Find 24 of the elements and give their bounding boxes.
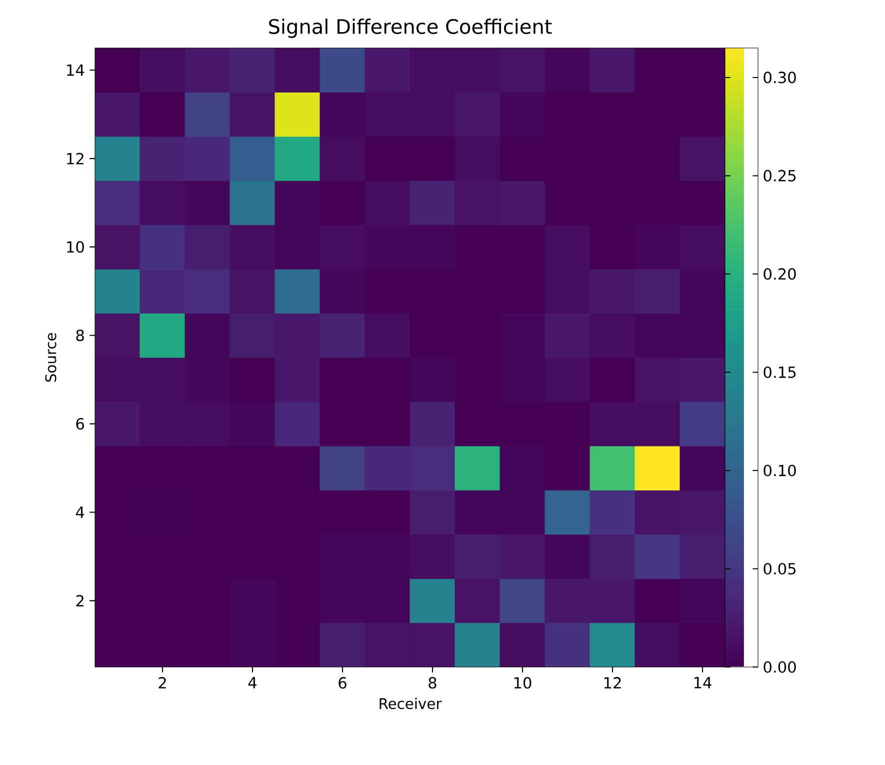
color-bar-label: 0.05 [764, 562, 796, 575]
color-bar-label: 0.25 [764, 170, 796, 182]
x-tick-label: 2 [158, 677, 166, 688]
x-tick-label: 10 [514, 677, 532, 689]
y-tick-label: 4 [76, 506, 84, 518]
y-tick-label: 2 [76, 594, 84, 606]
color-bar-label: 0.10 [764, 464, 796, 476]
color-bar-label: 0.30 [764, 72, 796, 84]
x-tick-label: 6 [338, 677, 346, 689]
y-tick-label: 8 [76, 330, 84, 342]
x-tick-label: 8 [428, 677, 436, 689]
chart-title: Signal Difference Coefficient [269, 18, 552, 38]
y-axis-title: Source [45, 333, 56, 382]
x-tick-label: 14 [694, 677, 712, 688]
x-tick-label: 12 [604, 677, 621, 688]
x-tick-label: 4 [248, 677, 257, 688]
y-tick-label: 10 [67, 241, 84, 253]
y-tick-label: 12 [67, 152, 84, 164]
color-bar-label: 0.00 [764, 661, 796, 673]
color-bar-label: 0.15 [764, 366, 796, 378]
color-bar-label: 0.20 [764, 268, 796, 280]
x-axis-title: Receiver [380, 698, 442, 710]
y-tick-label: 14 [67, 64, 84, 76]
y-tick-label: 6 [76, 418, 84, 430]
